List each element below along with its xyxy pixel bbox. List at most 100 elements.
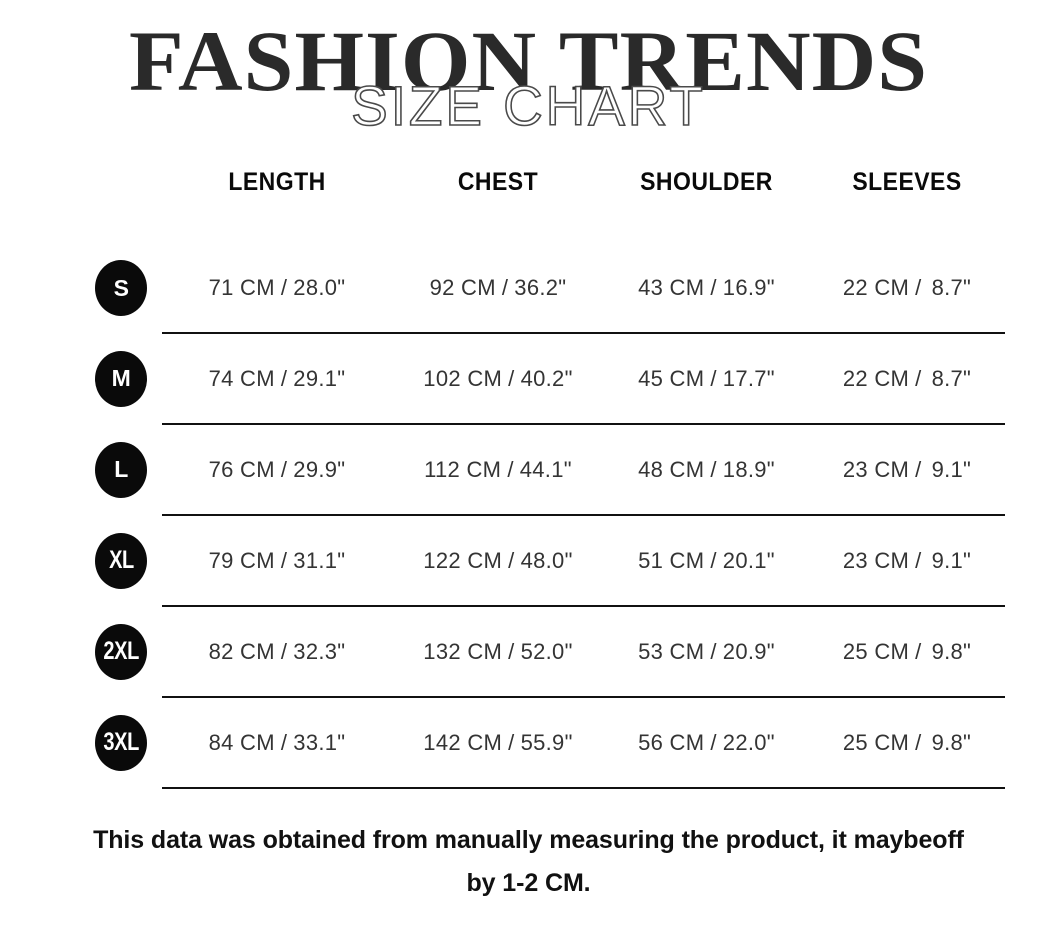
value-separator: / xyxy=(710,729,717,755)
value-inch: 17.7" xyxy=(722,365,775,391)
column-header-sleeves: SLEEVES xyxy=(852,168,962,196)
measure-value: 22 CM/ 8.7" xyxy=(843,275,971,300)
cell-length: 84 CM/33.1" xyxy=(162,697,392,789)
value-inch: 55.9" xyxy=(520,729,573,755)
column-header-shoulder: SHOULDER xyxy=(640,168,773,196)
cell-length: 82 CM/32.3" xyxy=(162,606,392,698)
measure-value: 102 CM/40.2" xyxy=(423,366,572,391)
value-cm: 43 CM xyxy=(638,274,705,300)
measure-value: 45 CM/17.7" xyxy=(638,366,775,391)
value-cm: 23 CM xyxy=(842,547,910,573)
value-inch: 20.9" xyxy=(722,638,775,664)
value-separator: / xyxy=(508,638,515,664)
cell-shoulder: 53 CM/20.9" xyxy=(604,606,809,698)
value-separator: / xyxy=(915,365,922,391)
value-inch: 40.2" xyxy=(520,365,573,391)
value-inch: 18.9" xyxy=(722,456,775,482)
cell-shoulder: 51 CM/20.1" xyxy=(604,515,809,607)
title-block: FASHION TRENDS SIZE CHART xyxy=(0,0,1057,168)
measure-value: 122 CM/48.0" xyxy=(423,548,572,573)
measure-value: 112 CM/44.1" xyxy=(424,457,572,482)
measure-value: 53 CM/20.9" xyxy=(638,639,775,664)
value-inch: 9.1" xyxy=(931,456,972,482)
measure-value: 51 CM/20.1" xyxy=(638,548,775,573)
cell-length: 74 CM/29.1" xyxy=(162,333,392,425)
size-chart-container: LENGTH CHEST SHOULDER SLEEVES S 71 CM/28… xyxy=(0,168,1057,789)
value-separator: / xyxy=(915,729,922,755)
value-cm: 22 CM xyxy=(842,274,910,300)
size-badge: XL xyxy=(95,532,147,589)
table-row: L 76 CM/29.9" 112 CM/44.1" 48 CM/18.9" 2… xyxy=(80,424,1005,516)
size-chart-table: LENGTH CHEST SHOULDER SLEEVES S 71 CM/28… xyxy=(80,168,1005,789)
cell-sleeves: 25 CM/ 9.8" xyxy=(809,697,1005,789)
value-cm: 102 CM xyxy=(423,365,503,391)
value-cm: 56 CM xyxy=(638,729,705,755)
cell-sleeves: 23 CM/ 9.1" xyxy=(809,424,1005,516)
value-separator: / xyxy=(710,456,717,482)
size-badge-cell: XL xyxy=(80,515,162,606)
value-separator: / xyxy=(280,456,288,482)
cell-length: 71 CM/28.0" xyxy=(162,243,392,334)
value-inch: 29.1" xyxy=(293,365,346,391)
value-separator: / xyxy=(508,365,515,391)
value-separator: / xyxy=(280,274,288,300)
size-badge-cell: L xyxy=(80,424,162,515)
table-row: M 74 CM/29.1" 102 CM/40.2" 45 CM/17.7" 2… xyxy=(80,333,1005,425)
measure-value: 48 CM/18.9" xyxy=(638,457,775,482)
cell-chest: 122 CM/48.0" xyxy=(392,515,604,607)
measure-value: 25 CM/ 9.8" xyxy=(843,639,971,664)
value-cm: 82 CM xyxy=(208,638,275,664)
column-header-chest: CHEST xyxy=(457,168,539,196)
size-badge-cell: S xyxy=(80,243,162,333)
table-row: XL 79 CM/31.1" 122 CM/48.0" 51 CM/20.1" … xyxy=(80,515,1005,607)
size-badge: 2XL xyxy=(95,623,147,680)
measure-value: 82 CM/32.3" xyxy=(209,639,346,664)
cell-sleeves: 22 CM/ 8.7" xyxy=(809,333,1005,425)
cell-shoulder: 45 CM/17.7" xyxy=(604,333,809,425)
measure-value: 43 CM/16.9" xyxy=(638,275,775,300)
value-inch: 22.0" xyxy=(722,729,775,755)
value-inch: 9.8" xyxy=(931,638,972,664)
table-row: 2XL 82 CM/32.3" 132 CM/52.0" 53 CM/20.9"… xyxy=(80,606,1005,698)
value-separator: / xyxy=(710,547,717,573)
page-title: FASHION TRENDS xyxy=(128,13,928,109)
value-cm: 51 CM xyxy=(638,547,705,573)
value-inch: 32.3" xyxy=(293,638,346,664)
value-separator: / xyxy=(280,638,288,664)
measure-value: 84 CM/33.1" xyxy=(209,730,346,755)
value-inch: 52.0" xyxy=(520,638,573,664)
value-separator: / xyxy=(508,729,515,755)
measure-value: 92 CM/36.2" xyxy=(430,275,567,300)
measure-value: 23 CM/ 9.1" xyxy=(843,548,971,573)
table-body: S 71 CM/28.0" 92 CM/36.2" 43 CM/16.9" 22… xyxy=(80,243,1005,789)
header-row: LENGTH CHEST SHOULDER SLEEVES xyxy=(80,168,1005,243)
value-separator: / xyxy=(508,547,515,573)
cell-sleeves: 23 CM/ 9.1" xyxy=(809,515,1005,607)
measure-value: 23 CM/ 9.1" xyxy=(843,457,971,482)
measure-value: 132 CM/52.0" xyxy=(423,639,572,664)
cell-chest: 102 CM/40.2" xyxy=(392,333,604,425)
value-separator: / xyxy=(501,274,509,300)
value-cm: 25 CM xyxy=(842,638,910,664)
size-badge: L xyxy=(95,441,147,498)
size-badge: M xyxy=(95,350,147,407)
value-cm: 122 CM xyxy=(423,547,503,573)
cell-sleeves: 22 CM/ 8.7" xyxy=(809,243,1005,334)
value-separator: / xyxy=(280,547,288,573)
cell-chest: 132 CM/52.0" xyxy=(392,606,604,698)
value-separator: / xyxy=(280,729,288,755)
cell-shoulder: 43 CM/16.9" xyxy=(604,243,809,334)
value-cm: 48 CM xyxy=(638,456,705,482)
value-cm: 132 CM xyxy=(423,638,503,664)
value-cm: 142 CM xyxy=(423,729,503,755)
value-cm: 53 CM xyxy=(638,638,705,664)
disclaimer-line-1: This data was obtained from manually mea… xyxy=(93,826,964,854)
measurement-disclaimer: This data was obtained from manually mea… xyxy=(64,819,994,904)
value-cm: 45 CM xyxy=(638,365,705,391)
cell-length: 76 CM/29.9" xyxy=(162,424,392,516)
value-cm: 79 CM xyxy=(208,547,275,573)
value-inch: 8.7" xyxy=(931,365,972,391)
cell-shoulder: 48 CM/18.9" xyxy=(604,424,809,516)
value-inch: 16.9" xyxy=(722,274,775,300)
measure-value: 71 CM/28.0" xyxy=(209,275,346,300)
